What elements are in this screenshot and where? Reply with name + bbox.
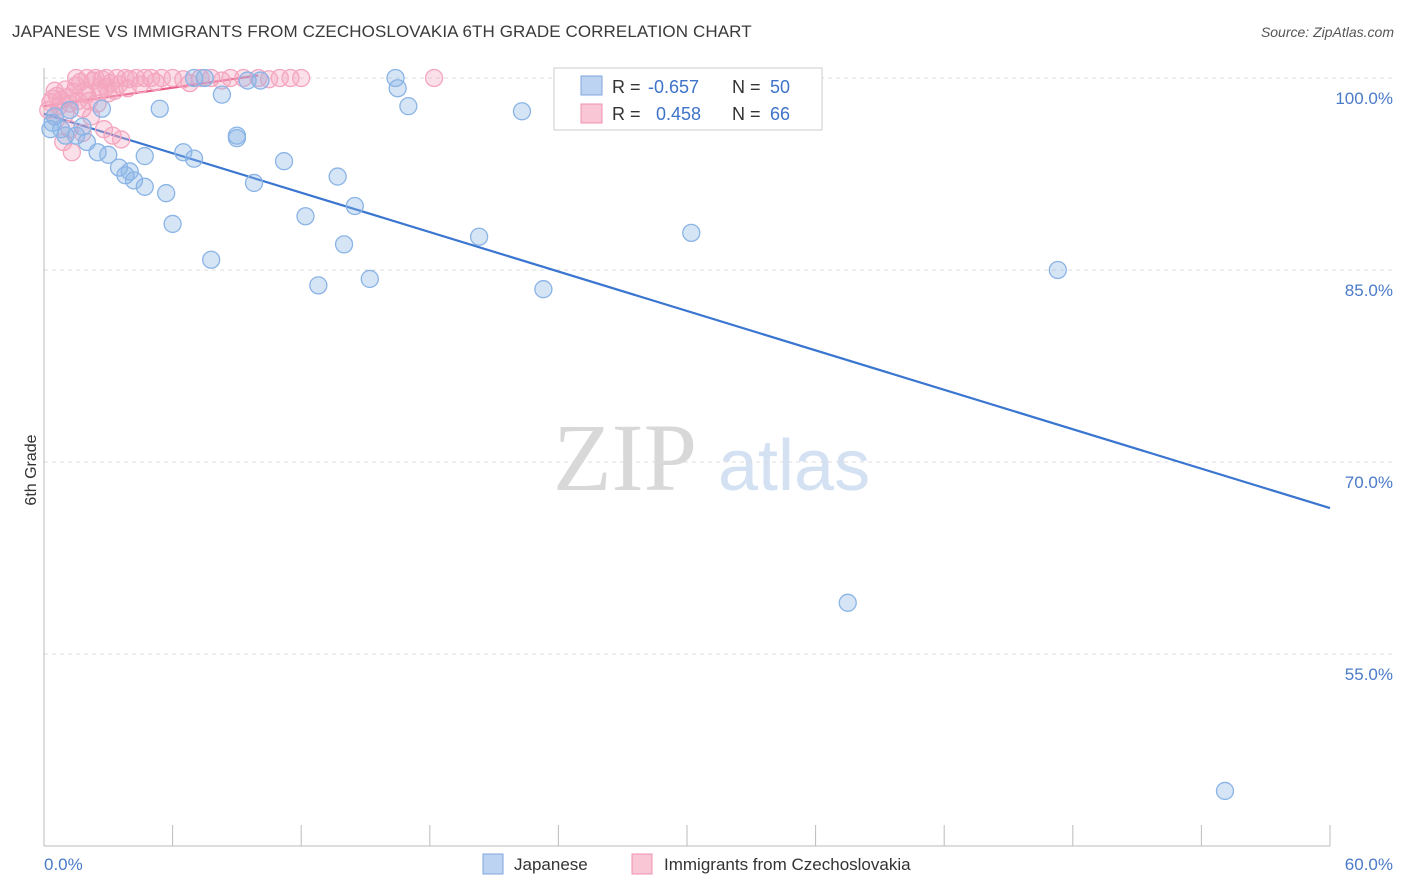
legend-label-japanese: Japanese — [514, 855, 588, 874]
trend-line-japanese — [43, 112, 1331, 510]
legend: Japanese Immigrants from Czechoslovakia — [482, 853, 911, 875]
data-point — [92, 99, 112, 118]
data-point — [152, 68, 172, 88]
axes: 100.0% 85.0% 70.0% 55.0% 0.0% 60.0% — [43, 68, 1393, 874]
data-point — [360, 269, 379, 289]
data-point — [328, 167, 347, 186]
stats-swatch-czechoslovakia — [580, 103, 603, 124]
stats-n-label-japanese: N = — [732, 77, 761, 97]
stats-r-label-japanese: R = — [612, 77, 641, 97]
stats-r-czechoslovakia: 0.458 — [656, 104, 701, 124]
data-point — [118, 79, 137, 98]
data-point — [292, 68, 311, 88]
data-point — [334, 235, 354, 254]
data-point — [1048, 260, 1067, 280]
data-point — [157, 184, 176, 203]
data-points — [39, 68, 1235, 801]
data-point — [296, 207, 315, 226]
data-point — [67, 68, 86, 88]
data-point — [270, 68, 289, 88]
data-point — [281, 68, 300, 88]
watermark-zip: ZIP — [553, 404, 697, 511]
x-tick-label: 0.0% — [44, 855, 83, 874]
data-point — [60, 100, 79, 120]
data-point — [103, 126, 122, 145]
data-point — [99, 145, 118, 164]
data-point — [135, 146, 154, 166]
data-point — [191, 68, 210, 88]
data-point — [174, 143, 193, 162]
data-point — [345, 196, 364, 216]
y-tick-label: 85.0% — [1345, 281, 1393, 300]
series-czechoslovakia — [39, 68, 444, 162]
data-point — [67, 126, 86, 145]
stats-r-label-czechoslovakia: R = — [612, 104, 641, 124]
data-point — [43, 113, 62, 132]
data-point — [469, 227, 489, 246]
gridlines — [44, 77, 1395, 655]
data-point — [838, 593, 857, 612]
data-point — [56, 126, 75, 145]
stats-box: R = -0.657 N = 50 R = 0.458 N = 66 — [553, 67, 823, 131]
legend-swatch-czechoslovakia — [631, 853, 653, 875]
x-tick-label: 60.0% — [1345, 855, 1393, 874]
data-point — [88, 143, 107, 162]
stats-n-label-czechoslovakia: N = — [732, 104, 761, 124]
data-point — [195, 68, 214, 88]
data-point — [534, 280, 553, 299]
data-point — [97, 77, 116, 97]
data-point — [112, 130, 131, 149]
stats-r-japanese: -0.657 — [648, 77, 699, 97]
data-point — [202, 250, 221, 269]
data-point — [124, 171, 144, 190]
data-point — [309, 276, 328, 295]
y-tick-label: 55.0% — [1345, 665, 1393, 684]
data-point — [150, 99, 169, 118]
stats-swatch-japanese — [580, 75, 603, 96]
y-tick-label: 100.0% — [1335, 89, 1393, 108]
y-tick-label: 70.0% — [1345, 473, 1393, 492]
data-point — [135, 177, 154, 196]
data-point — [424, 68, 444, 88]
data-point — [163, 214, 182, 234]
data-point — [244, 173, 264, 193]
stats-n-czechoslovakia: 66 — [770, 104, 790, 124]
stats-n-japanese: 50 — [770, 77, 790, 97]
watermark-atlas: atlas — [718, 426, 870, 506]
y-axis-title: 6th Grade — [23, 434, 40, 505]
series-japanese — [41, 68, 1235, 801]
data-point — [512, 102, 532, 121]
data-point — [238, 71, 257, 90]
data-point — [274, 152, 294, 171]
data-point — [73, 117, 92, 136]
data-point — [1215, 781, 1235, 801]
data-point — [399, 97, 418, 116]
data-point — [251, 71, 270, 90]
legend-swatch-japanese — [482, 853, 504, 875]
data-point — [120, 162, 139, 181]
data-point — [184, 149, 204, 168]
data-point — [682, 223, 701, 243]
legend-label-czechoslovakia: Immigrants from Czechoslovakia — [664, 855, 911, 874]
data-point — [227, 126, 247, 145]
data-point — [212, 85, 232, 104]
data-point — [62, 143, 82, 162]
source-credit: Source: ZipAtlas.com — [1260, 24, 1394, 40]
data-point — [388, 79, 407, 98]
chart-title: JAPANESE VS IMMIGRANTS FROM CZECHOSLOVAK… — [12, 22, 752, 41]
data-point — [184, 68, 204, 88]
